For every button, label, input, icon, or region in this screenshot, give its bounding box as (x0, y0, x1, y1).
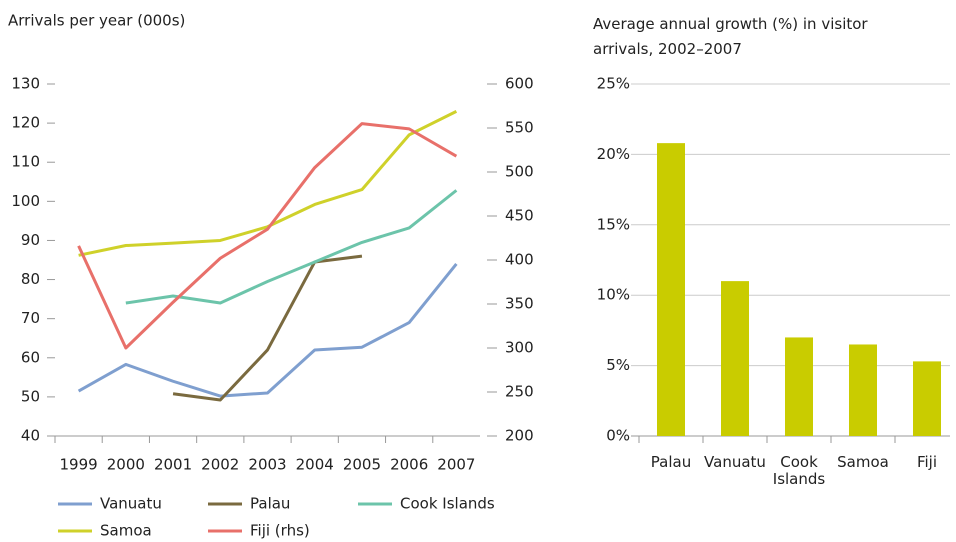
y2-tick-label: 500 (505, 163, 534, 181)
x-tick-label: 2000 (107, 456, 145, 474)
bar (785, 337, 813, 436)
y2-tick-label: 300 (505, 339, 534, 357)
y-tick-label: 110 (11, 153, 40, 171)
y-tick-label: 80 (21, 270, 40, 288)
y-tick-label: 50 (21, 387, 40, 405)
y2-tick-label: 200 (505, 427, 534, 445)
series-line (77, 122, 458, 350)
series-line (125, 189, 458, 305)
y-tick-label: 10% (597, 286, 630, 304)
y2-tick-label: 400 (505, 251, 534, 269)
series-line (77, 262, 458, 398)
x-tick-label: Vanuatu (704, 453, 766, 471)
x-tick-label: Samoa (837, 453, 889, 471)
right-title: Average annual growth (%) in visitor arr… (593, 15, 868, 58)
bar (849, 344, 877, 436)
legend-label: Palau (250, 495, 290, 513)
y-tick-label: 25% (597, 75, 630, 93)
series-line (172, 254, 363, 402)
legend-label: Samoa (100, 522, 152, 540)
y2-tick-label: 250 (505, 383, 534, 401)
legend-label: Fiji (rhs) (250, 522, 310, 540)
series-line (78, 110, 458, 257)
y-tick-label: 5% (606, 356, 630, 374)
y-tick-label: 20% (597, 145, 630, 163)
y2-tick-label: 550 (505, 119, 534, 137)
x-tick-label: 2007 (437, 456, 475, 474)
y-tick-label: 90 (21, 231, 40, 249)
x-tick-label: 2002 (201, 456, 239, 474)
bar (721, 281, 749, 436)
x-tick-label: Fiji (916, 453, 938, 471)
bar (657, 143, 685, 437)
bar (913, 361, 941, 436)
y-tick-label: 70 (21, 309, 40, 327)
legend-label: Vanuatu (100, 495, 162, 513)
y-tick-label: 40 (21, 427, 40, 445)
x-tick-label: 2005 (343, 456, 381, 474)
y-tick-label: 100 (11, 192, 40, 210)
x-tick-label: 2001 (154, 456, 192, 474)
y-tick-label: 130 (11, 75, 40, 93)
y-tick-label: 15% (597, 215, 630, 233)
legend-label: Cook Islands (400, 495, 495, 513)
x-tick-label: 2006 (390, 456, 428, 474)
x-tick-label: Cook Islands (772, 453, 826, 488)
y2-tick-label: 450 (505, 207, 534, 225)
y-tick-label: 60 (21, 348, 40, 366)
x-tick-label: 1999 (60, 456, 98, 474)
x-tick-label: 2003 (248, 456, 286, 474)
x-tick-label: Palau (650, 453, 692, 471)
y-tick-label: 0% (606, 427, 630, 445)
y2-tick-label: 600 (505, 75, 534, 93)
x-tick-label: 2004 (296, 456, 334, 474)
y2-tick-label: 350 (505, 295, 534, 313)
left-title: Arrivals per year (000s) (8, 12, 185, 30)
y-tick-label: 120 (11, 114, 40, 132)
